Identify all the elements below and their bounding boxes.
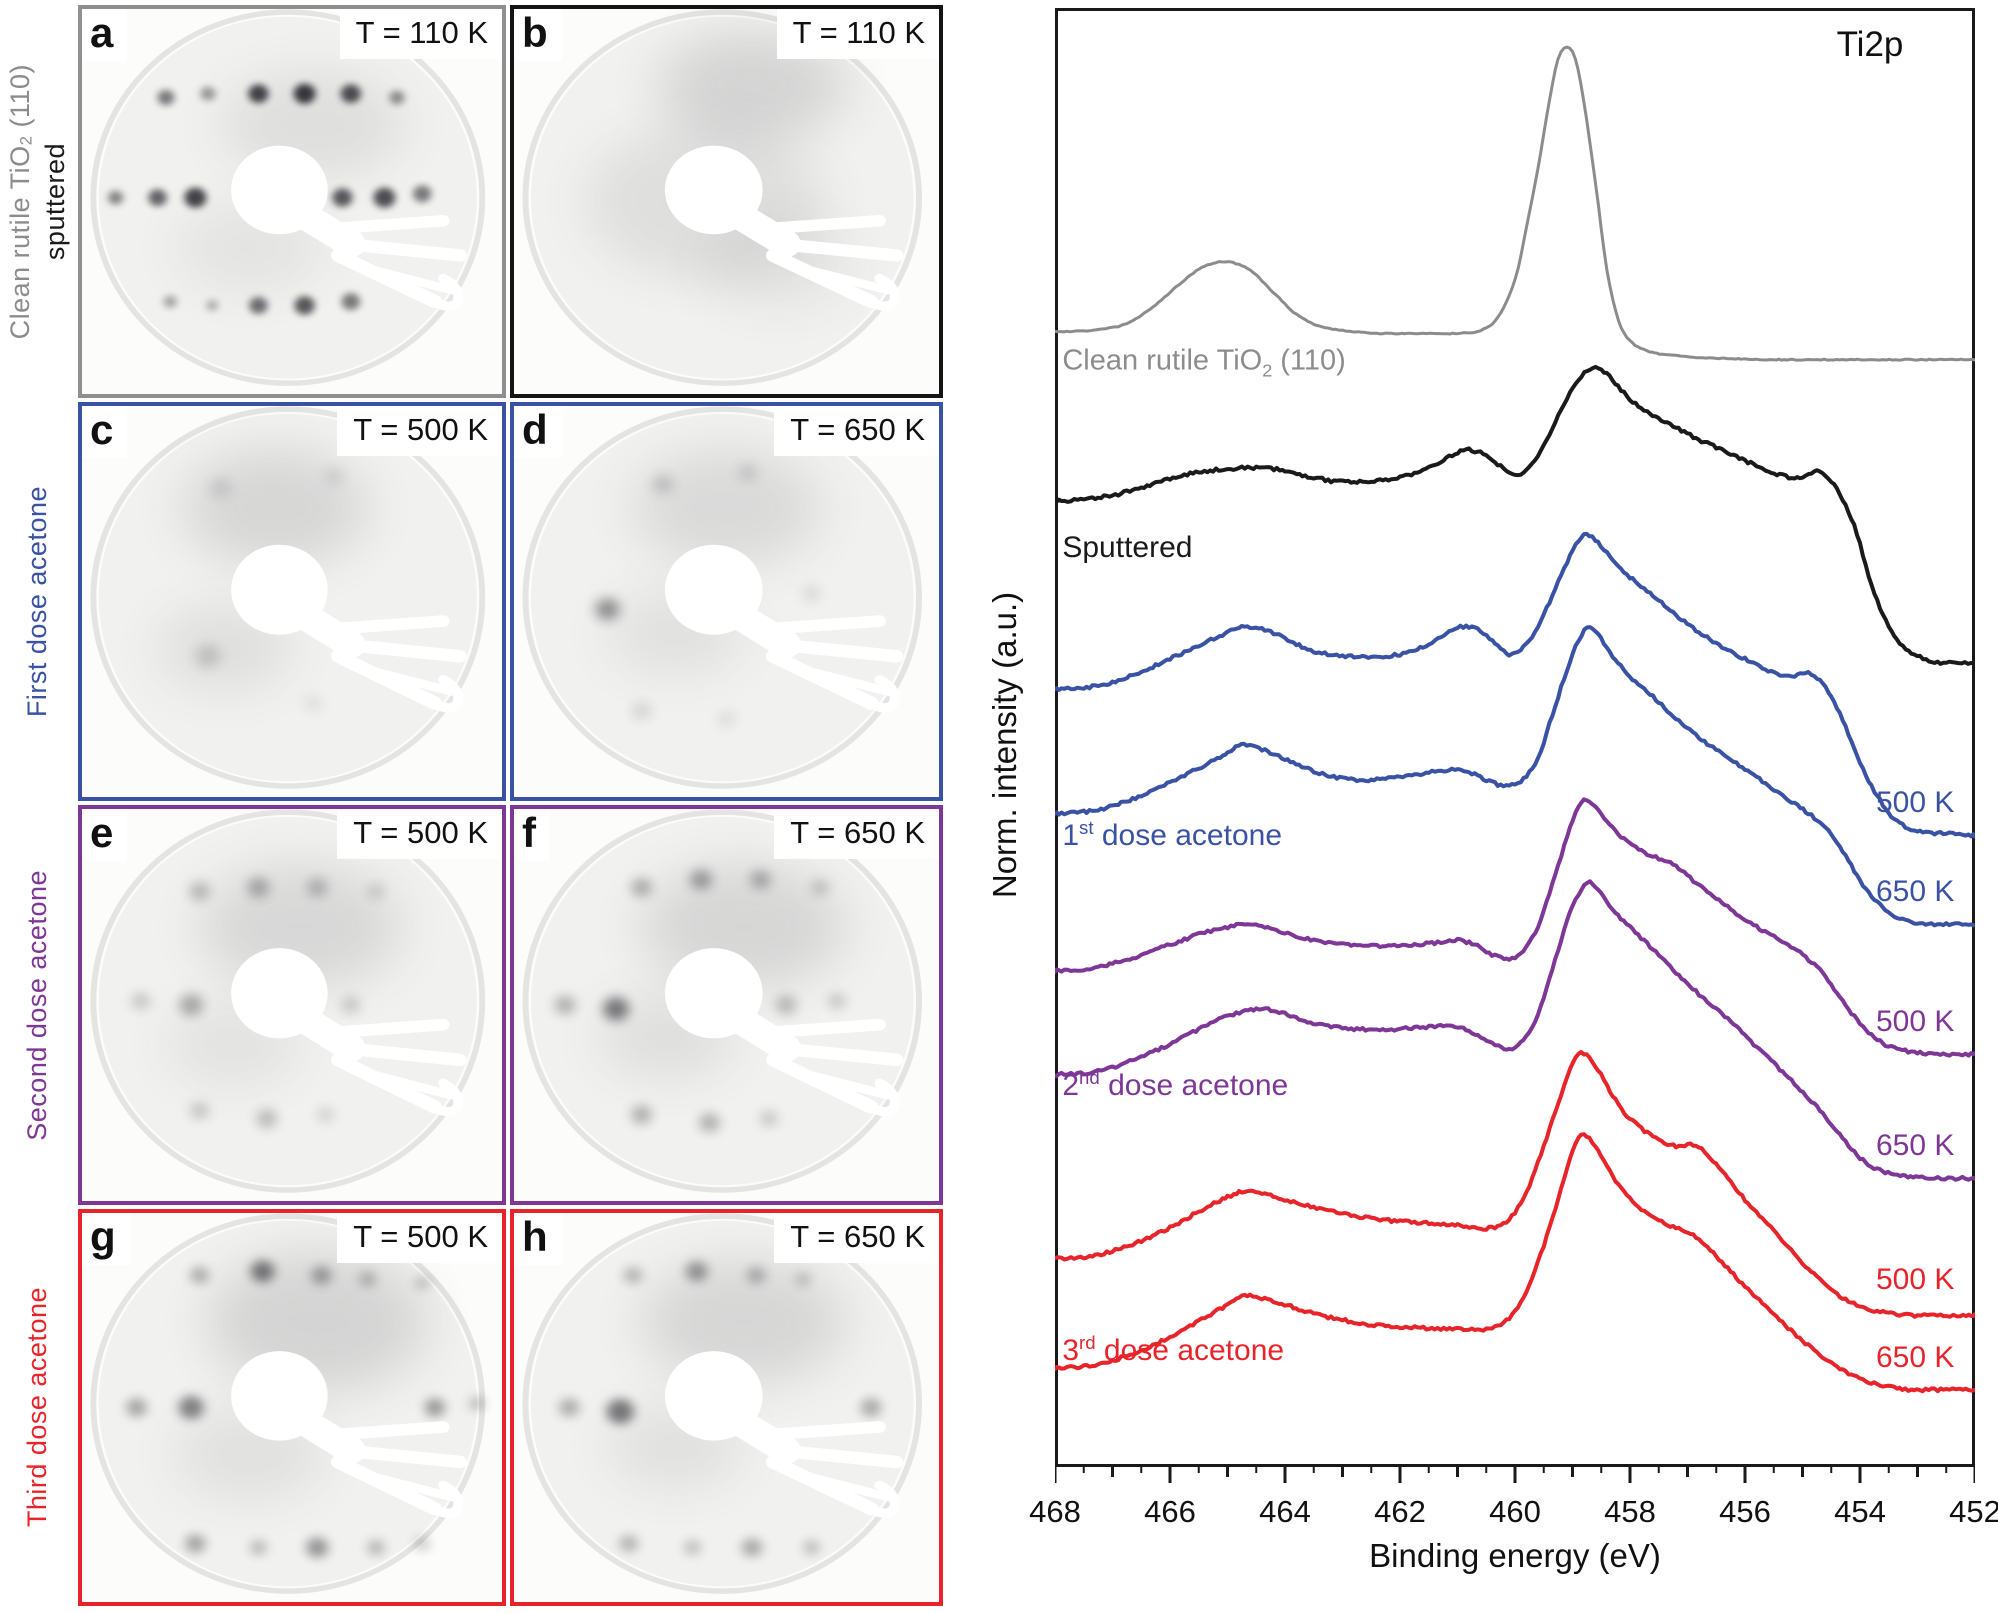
leed-panel-h: h T = 650 K xyxy=(510,1209,943,1606)
spectrum-curve-1 xyxy=(1055,45,1975,362)
x-tick-464: 464 xyxy=(1259,1494,1311,1529)
curve-label-2: Sputtered xyxy=(1062,530,1193,564)
electron-gun-shadow xyxy=(231,544,467,713)
x-tick-460: 460 xyxy=(1489,1494,1541,1529)
panel-letter: f xyxy=(514,809,550,862)
leed-pattern-image xyxy=(90,406,486,789)
panel-letter: a xyxy=(82,9,128,62)
spectrum-curve-4 xyxy=(1055,625,1975,928)
curve-label-3: 1st dose acetone xyxy=(1062,817,1282,853)
spectrum-curve-5 xyxy=(1055,797,1975,1058)
electron-gun-shadow xyxy=(664,544,904,713)
electron-gun-shadow xyxy=(664,145,904,311)
curve-label-10: 500 K xyxy=(1875,1263,1955,1297)
chart-title: Ti2p xyxy=(1836,25,1904,64)
x-tick-466: 466 xyxy=(1144,1494,1196,1529)
y-axis-title: Norm. intensity (a.u.) xyxy=(986,591,1023,899)
curve-label-8: 500 K xyxy=(1875,1005,1955,1038)
leed-panel-d: d T = 650 K xyxy=(510,402,943,801)
panel-temperature-label: T = 500 K xyxy=(337,406,502,456)
panel-letter: e xyxy=(82,809,128,862)
leed-pattern-image xyxy=(90,9,486,386)
spectrum-curve-2 xyxy=(1055,364,1975,666)
leed-panel-a: a T = 110 K xyxy=(78,5,506,398)
leed-pattern-image xyxy=(90,1213,486,1594)
row-label-3: Second dose acetone xyxy=(0,805,76,1205)
x-tick-456: 456 xyxy=(1719,1494,1771,1529)
leed-panel-e: e T = 500 K xyxy=(78,805,506,1205)
row-label-text: sputtered xyxy=(40,142,70,261)
panel-letter: g xyxy=(82,1213,130,1266)
x-tick-462: 462 xyxy=(1374,1494,1426,1529)
panel-temperature-label: T = 110 K xyxy=(339,9,502,59)
leed-panel-b: b T = 110 K xyxy=(510,5,943,398)
panel-temperature-label: T = 650 K xyxy=(774,809,939,859)
leed-panel-c: c T = 500 K xyxy=(78,402,506,801)
x-tick-452: 452 xyxy=(1949,1494,1998,1529)
row-label-1: Clean rutile TiO2 (110) sputtered xyxy=(0,5,76,398)
curve-label-7: 650 K xyxy=(1875,875,1955,909)
x-tick-458: 458 xyxy=(1604,1494,1656,1529)
electron-gun-shadow xyxy=(664,948,904,1117)
curve-label-5: 3rd dose acetone xyxy=(1062,1332,1285,1368)
leed-pattern-image xyxy=(522,1213,922,1594)
leed-pattern-image xyxy=(522,9,922,386)
panel-letter: c xyxy=(82,406,128,459)
spectrum-curve-6 xyxy=(1055,879,1975,1182)
row-label-text: Third dose acetone xyxy=(22,1287,53,1528)
leed-pattern-image xyxy=(522,809,922,1193)
x-axis-title: Binding energy (eV) xyxy=(1369,1537,1661,1574)
spectrum-curve-8 xyxy=(1055,1132,1975,1394)
panel-letter: b xyxy=(514,9,562,62)
curve-label-6: 500 K xyxy=(1875,786,1955,820)
row-label-2: First dose acetone xyxy=(0,402,76,801)
leed-panel-g: g T = 500 K xyxy=(78,1209,506,1606)
leed-panel-f: f T = 650 K xyxy=(510,805,943,1205)
curve-label-1: Clean rutile TiO2 (110) xyxy=(1062,344,1346,380)
panel-letter: d xyxy=(514,406,562,459)
curve-label-4: 2nd dose acetone xyxy=(1062,1066,1289,1102)
row-label-text: First dose acetone xyxy=(22,485,53,718)
row-label-text: Second dose acetone xyxy=(22,869,53,1141)
spectrum-curve-3 xyxy=(1055,531,1975,839)
curve-label-9: 650 K xyxy=(1875,1129,1955,1163)
electron-gun-shadow xyxy=(231,145,467,311)
panel-temperature-label: T = 500 K xyxy=(337,1213,502,1263)
curve-label-11: 650 K xyxy=(1875,1340,1955,1374)
electron-gun-shadow xyxy=(664,1351,904,1518)
leed-pattern-image xyxy=(90,809,486,1193)
x-tick-468: 468 xyxy=(1029,1494,1081,1529)
panel-temperature-label: T = 500 K xyxy=(337,809,502,859)
panel-temperature-label: T = 650 K xyxy=(774,406,939,456)
panel-letter: h xyxy=(514,1213,562,1266)
electron-gun-shadow xyxy=(231,948,467,1117)
panel-temperature-label: T = 110 K xyxy=(776,9,939,59)
spectrum-curve-7 xyxy=(1055,1050,1975,1319)
xps-plot-frame xyxy=(1055,8,1975,1467)
xps-spectra-svg xyxy=(1055,45,1975,1483)
row-label-4: Third dose acetone xyxy=(0,1209,76,1606)
electron-gun-shadow xyxy=(231,1351,467,1518)
x-tick-454: 454 xyxy=(1834,1494,1886,1529)
leed-pattern-image xyxy=(522,406,922,789)
row-label-text: Clean rutile TiO2 (110) xyxy=(4,63,36,340)
panel-temperature-label: T = 650 K xyxy=(774,1213,939,1263)
